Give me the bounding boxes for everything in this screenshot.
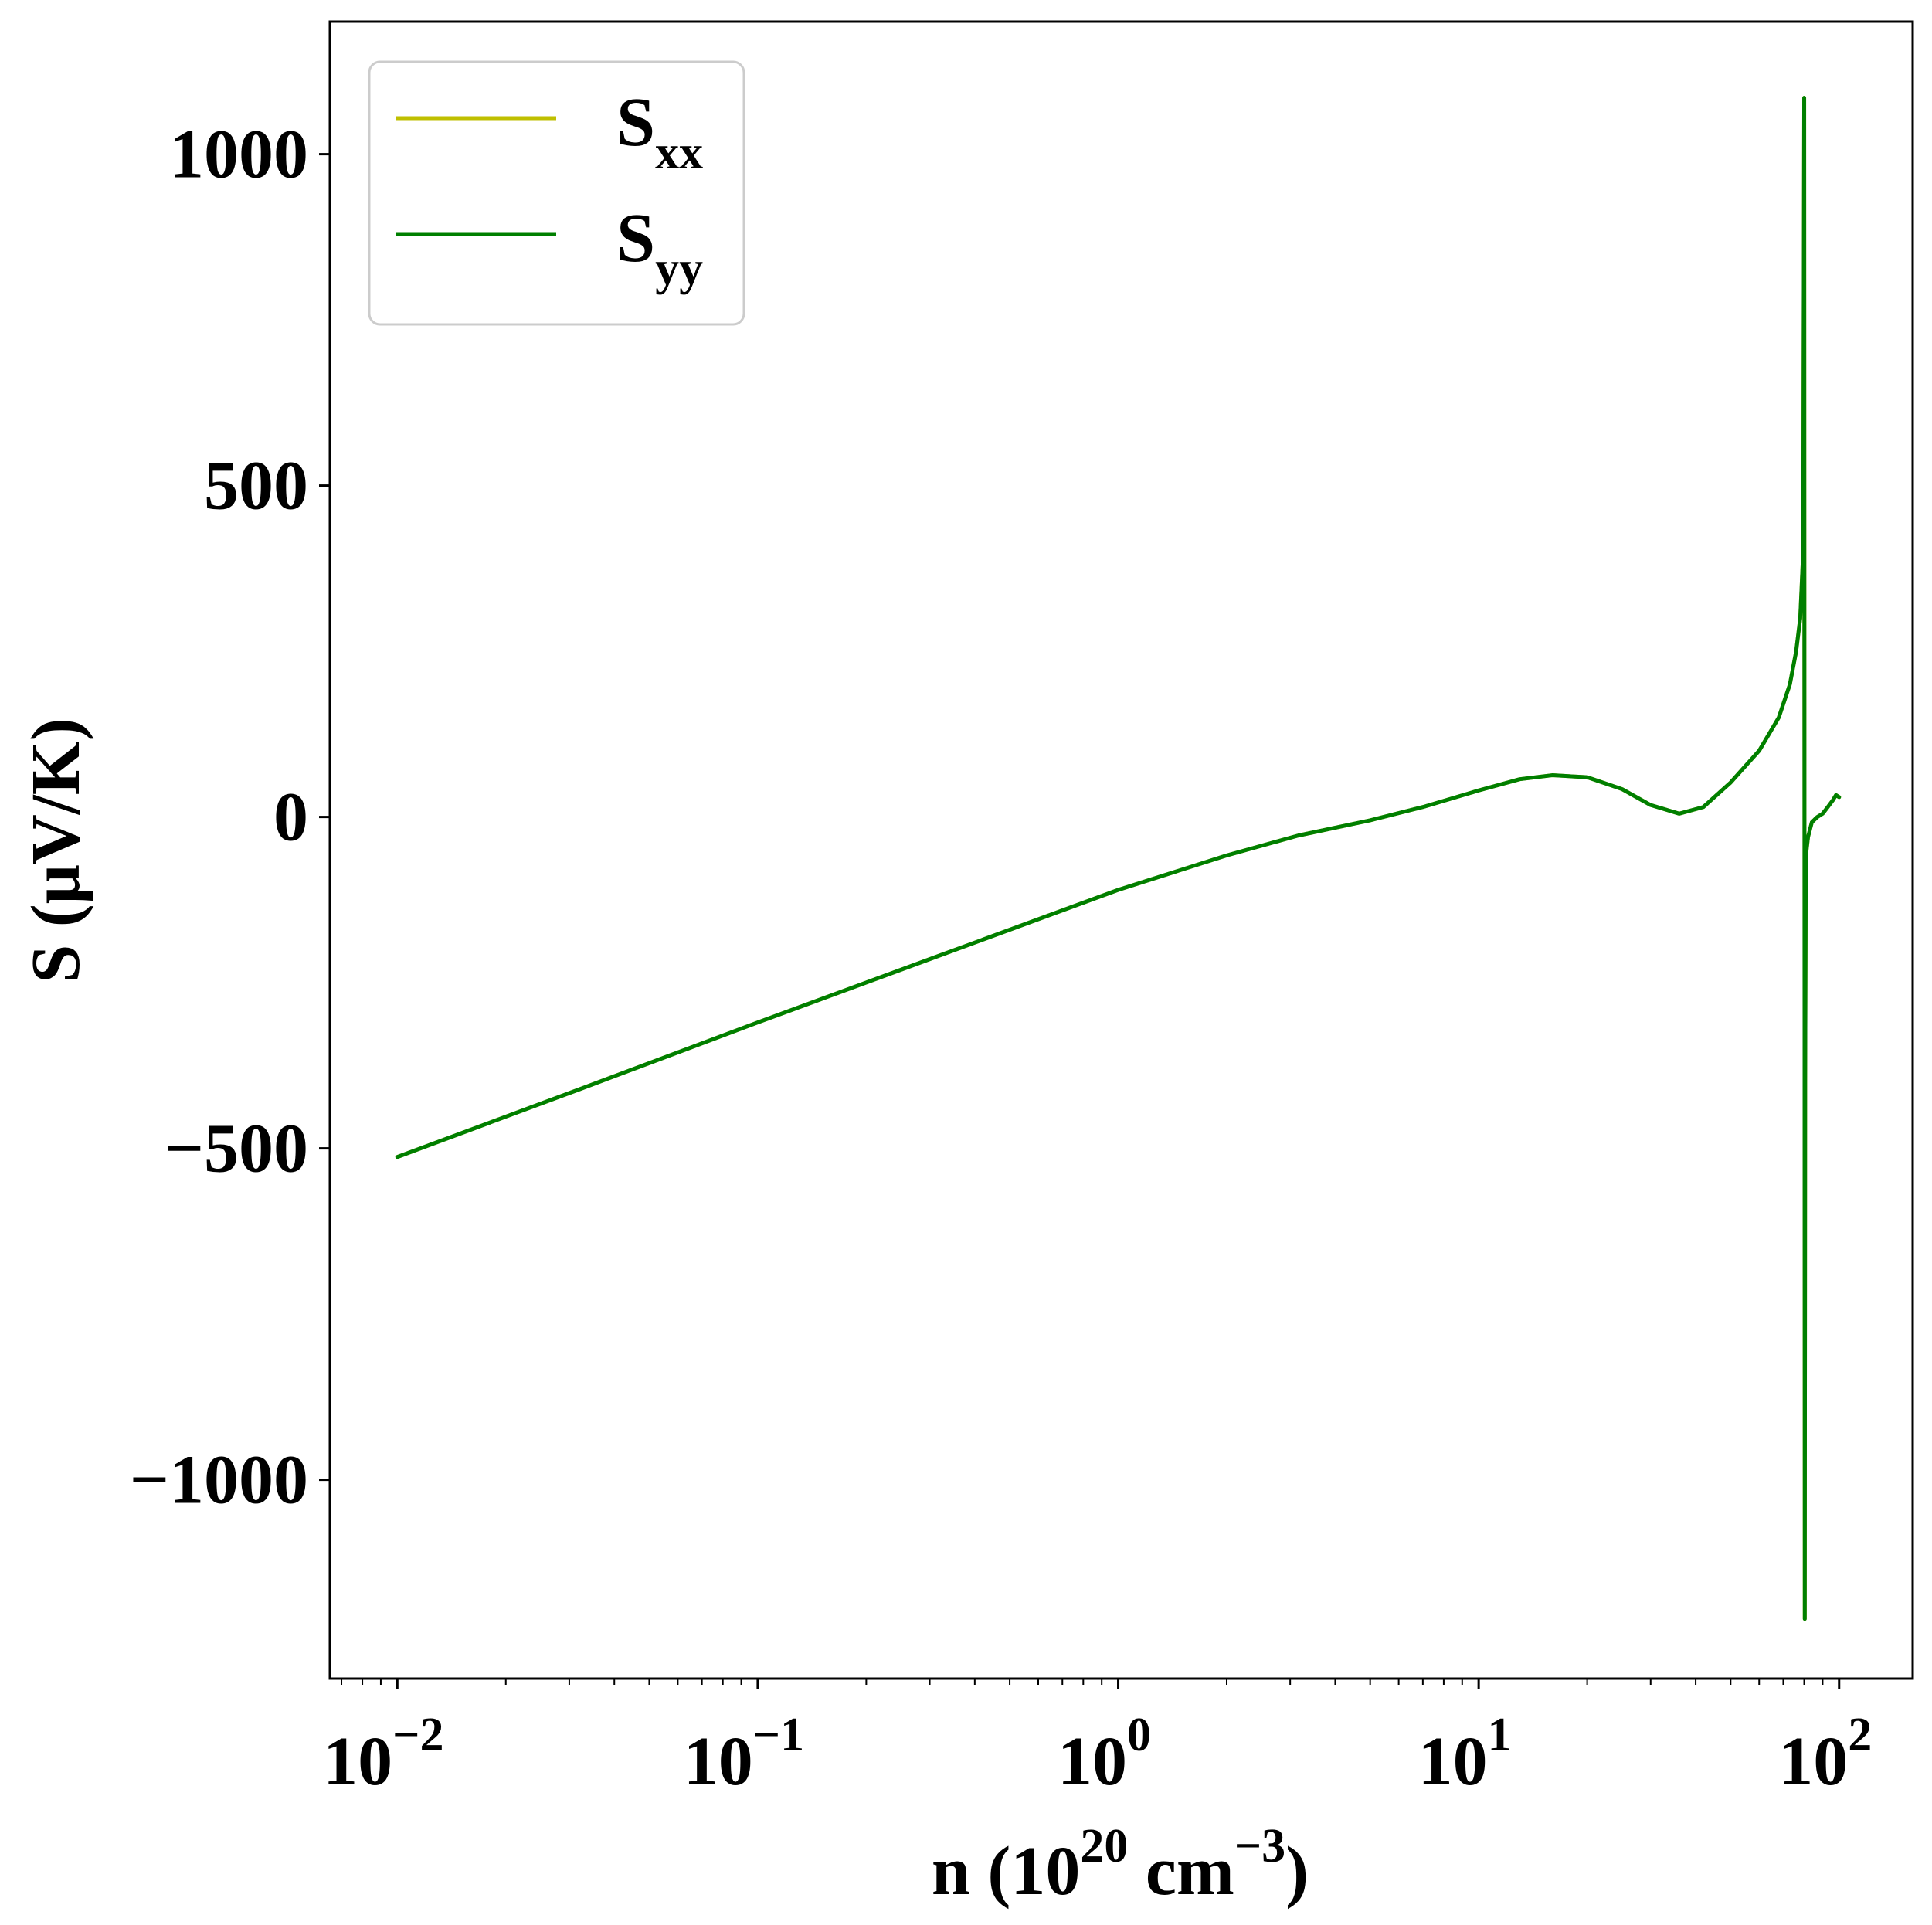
x-tick-label: 100 bbox=[1058, 1709, 1151, 1800]
x-tick-label-exponent: 0 bbox=[1127, 1709, 1151, 1761]
legend-label-sxx: Sxx bbox=[616, 84, 703, 179]
x-axis-title: n (1020 cm−3) bbox=[932, 1820, 1309, 1910]
x-tick-label: 10−1 bbox=[684, 1709, 804, 1800]
x-tick-label-exponent: −2 bbox=[392, 1709, 443, 1761]
x-axis-title-superscript-1: 20 bbox=[1080, 1820, 1128, 1872]
x-axis-title-prefix: n (10 bbox=[932, 1833, 1081, 1910]
x-tick-label-exponent: 2 bbox=[1848, 1709, 1872, 1761]
legend-box bbox=[368, 60, 745, 326]
legend-label-syy: Syy bbox=[616, 200, 703, 295]
legend-label-syy-main: S bbox=[616, 200, 655, 277]
x-tick-label: 102 bbox=[1778, 1709, 1872, 1800]
x-tick-label-base: 10 bbox=[1058, 1723, 1127, 1800]
legend-label-syy-subscript: yy bbox=[655, 243, 703, 295]
legend-label-sxx-main: S bbox=[616, 84, 655, 161]
x-tick-label-base: 10 bbox=[1418, 1723, 1488, 1800]
x-tick-label-base: 10 bbox=[684, 1723, 753, 1800]
x-tick-label-exponent: 1 bbox=[1488, 1709, 1512, 1761]
x-axis-title-superscript-2: −3 bbox=[1234, 1820, 1285, 1872]
y-tick-label: −500 bbox=[165, 1111, 308, 1187]
y-axis-title: S (μV/K) bbox=[18, 718, 94, 983]
x-tick-label-exponent: −1 bbox=[753, 1709, 804, 1761]
x-tick-label: 101 bbox=[1418, 1709, 1512, 1800]
x-tick-label-base: 10 bbox=[1778, 1723, 1848, 1800]
x-axis-title-middle: cm bbox=[1128, 1833, 1234, 1910]
series-layer bbox=[395, 96, 1842, 1621]
x-tick-label-base: 10 bbox=[323, 1723, 392, 1800]
x-axis-title-suffix: ) bbox=[1285, 1833, 1309, 1910]
legend: Sxx Syy bbox=[368, 60, 745, 326]
legend-label-sxx-subscript: xx bbox=[655, 127, 703, 179]
y-tick-label: −1000 bbox=[130, 1442, 308, 1519]
y-tick-label: 0 bbox=[273, 779, 308, 856]
plot-area-frame bbox=[328, 20, 1914, 1680]
x-tick-label: 10−2 bbox=[323, 1709, 443, 1800]
y-tick-label: 1000 bbox=[169, 117, 308, 193]
series-line-yy bbox=[395, 96, 1842, 1621]
y-tick-label: 500 bbox=[204, 448, 308, 525]
